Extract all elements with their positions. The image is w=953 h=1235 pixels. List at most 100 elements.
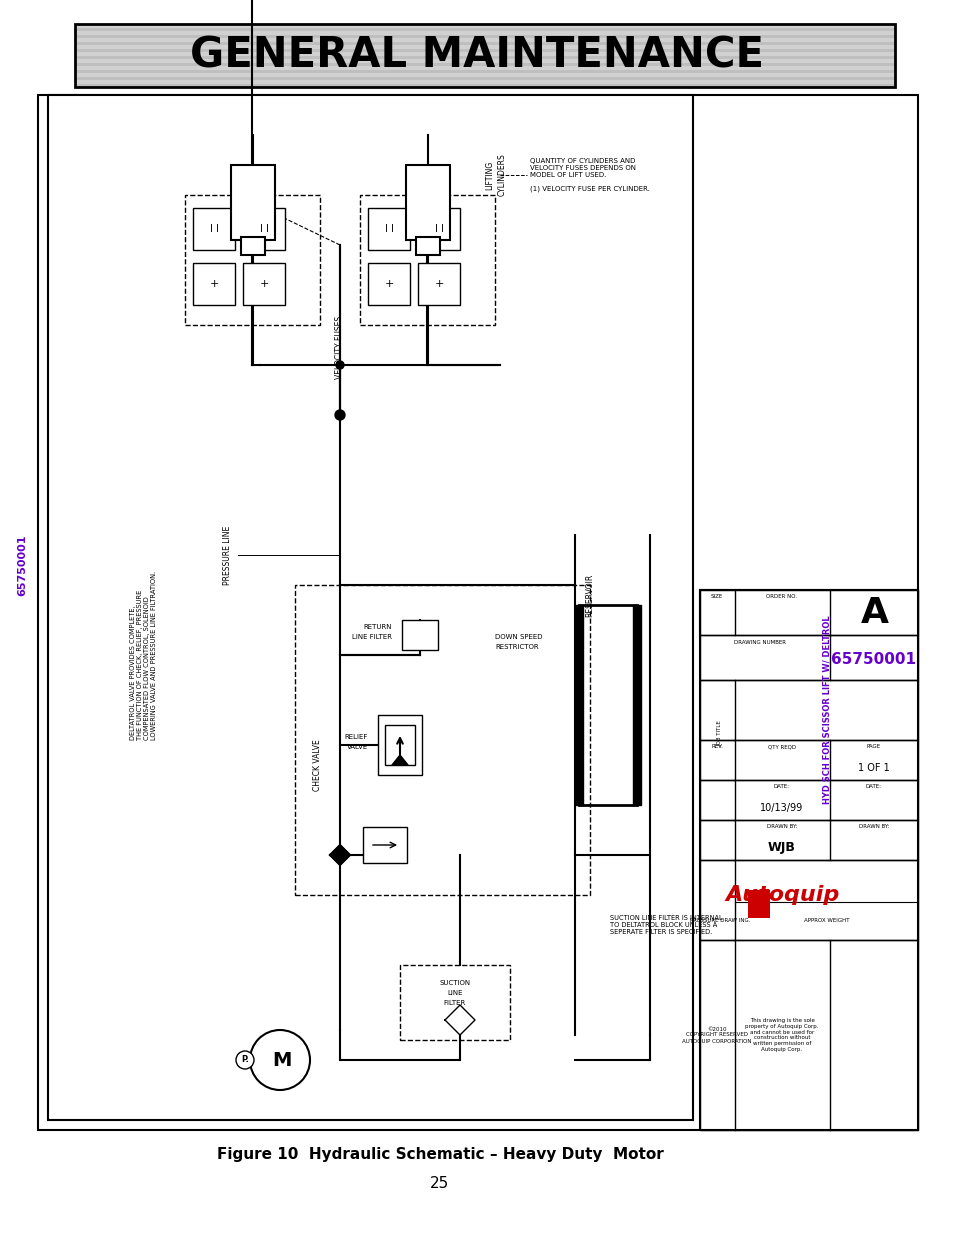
Bar [575, 605, 582, 805]
Bar [75, 59, 894, 63]
Bar [231, 165, 274, 240]
Text: 65750001: 65750001 [17, 535, 27, 595]
Bar [75, 63, 894, 65]
Bar [401, 620, 437, 650]
Text: RELIEF: RELIEF [344, 734, 368, 740]
Bar [75, 48, 894, 52]
Text: 1 OF 1: 1 OF 1 [858, 763, 889, 773]
Bar [241, 237, 265, 254]
Bar [377, 715, 421, 776]
Bar [75, 52, 894, 56]
Text: I I: I I [384, 224, 393, 233]
Bar [399, 965, 510, 1040]
Text: DELTATROL VALVE PROVIDES COMPLETE,
THE FUNCTION OF CHECK, RELIEF, PRESSURE
COMPE: DELTATROL VALVE PROVIDES COMPLETE, THE F… [130, 571, 157, 740]
Text: RETURN: RETURN [363, 624, 392, 630]
Text: A: A [861, 597, 888, 630]
Text: 65750001: 65750001 [831, 652, 916, 667]
Bar [747, 890, 769, 918]
Text: VALVE: VALVE [346, 743, 368, 750]
Text: This drawing is the sole
property of Autoquip Corp.
and cannot be used for
const: This drawing is the sole property of Aut… [744, 1018, 818, 1052]
Bar [368, 207, 410, 249]
Bar [75, 80, 894, 84]
Bar [75, 31, 894, 35]
Text: ©2010
COPYRIGHT RESERVED
AUTOQUIP CORPORATION: ©2010 COPYRIGHT RESERVED AUTOQUIP CORPOR… [681, 1026, 751, 1044]
Bar [294, 585, 589, 895]
Text: DRAWING NUMBER: DRAWING NUMBER [733, 640, 785, 645]
Bar [633, 605, 640, 805]
Polygon shape [330, 845, 350, 864]
Bar [75, 42, 894, 44]
Bar [406, 165, 450, 240]
Text: CHECK VALVE: CHECK VALVE [314, 739, 322, 790]
Text: 10/13/99: 10/13/99 [760, 803, 802, 813]
Text: DATE:: DATE: [773, 784, 789, 789]
Text: DOWN SPEED: DOWN SPEED [495, 634, 542, 640]
Text: RESERVOIR: RESERVOIR [585, 573, 594, 616]
Text: DRAWN BY:: DRAWN BY: [766, 825, 797, 830]
Bar [700, 940, 917, 1130]
Polygon shape [392, 755, 408, 764]
Bar [75, 65, 894, 69]
Text: PRESSURE DRAW ING.: PRESSURE DRAW ING. [689, 918, 749, 923]
Bar [75, 35, 894, 38]
Bar [700, 860, 917, 940]
Bar [75, 27, 894, 31]
Text: CYLINDERS: CYLINDERS [497, 153, 506, 196]
Text: I I: I I [210, 224, 218, 233]
Circle shape [335, 410, 345, 420]
Text: GENERAL MAINTENANCE: GENERAL MAINTENANCE [190, 35, 763, 77]
Text: REV.: REV. [710, 745, 722, 750]
Text: LINE FILTER: LINE FILTER [352, 634, 392, 640]
Bar [75, 23, 894, 27]
Bar [416, 237, 439, 254]
Bar [243, 207, 285, 249]
Text: APPROX WEIGHT: APPROX WEIGHT [803, 918, 849, 923]
Bar [193, 263, 234, 305]
Text: PRESSURE LINE: PRESSURE LINE [223, 525, 233, 584]
Bar [417, 263, 459, 305]
Bar [75, 73, 894, 77]
Bar [243, 263, 285, 305]
Bar [368, 263, 410, 305]
Text: +: + [434, 279, 443, 289]
Text: SUCTION: SUCTION [439, 981, 470, 986]
Bar [700, 590, 917, 635]
Bar [75, 38, 894, 42]
Bar [75, 77, 894, 80]
Text: +: + [259, 279, 269, 289]
Bar [700, 740, 917, 781]
Bar [385, 725, 415, 764]
Bar [75, 84, 894, 86]
Bar [48, 95, 692, 1120]
Circle shape [335, 361, 344, 369]
Bar [75, 44, 894, 48]
Text: QUANTITY OF CYLINDERS AND
VELOCITY FUSES DEPENDS ON
MODEL OF LIFT USED.

(1) VEL: QUANTITY OF CYLINDERS AND VELOCITY FUSES… [530, 158, 649, 193]
Bar [700, 590, 917, 1130]
Bar [359, 195, 495, 325]
Text: P.: P. [241, 1055, 249, 1063]
Text: PAGE: PAGE [866, 745, 881, 750]
Text: I I: I I [259, 224, 268, 233]
Text: LIFTING: LIFTING [485, 161, 494, 190]
Bar [193, 207, 234, 249]
Bar [700, 781, 917, 820]
Circle shape [250, 1030, 310, 1091]
Text: DRAWN BY:: DRAWN BY: [858, 825, 888, 830]
Text: DATE:: DATE: [865, 784, 882, 789]
Text: LINE: LINE [447, 990, 462, 995]
Text: I I: I I [435, 224, 443, 233]
Text: ORDER NO.: ORDER NO. [765, 594, 797, 599]
Bar [38, 95, 917, 1130]
Text: SUCTION LINE FILTER IS INTERNAL
TO DELTATROL BLOCK UNLESS A
SEPERATE FILTER IS S: SUCTION LINE FILTER IS INTERNAL TO DELTA… [609, 915, 721, 935]
Bar [417, 207, 459, 249]
Text: +: + [384, 279, 394, 289]
Text: JOB TITLE: JOB TITLE [717, 720, 721, 746]
Bar [700, 635, 917, 680]
Text: VELOCITY FUSES: VELOCITY FUSES [335, 315, 344, 379]
Circle shape [235, 1051, 253, 1070]
Text: M: M [272, 1051, 292, 1070]
Bar [700, 680, 917, 740]
Bar [75, 23, 894, 86]
Text: +: + [209, 279, 218, 289]
Bar [363, 827, 407, 863]
